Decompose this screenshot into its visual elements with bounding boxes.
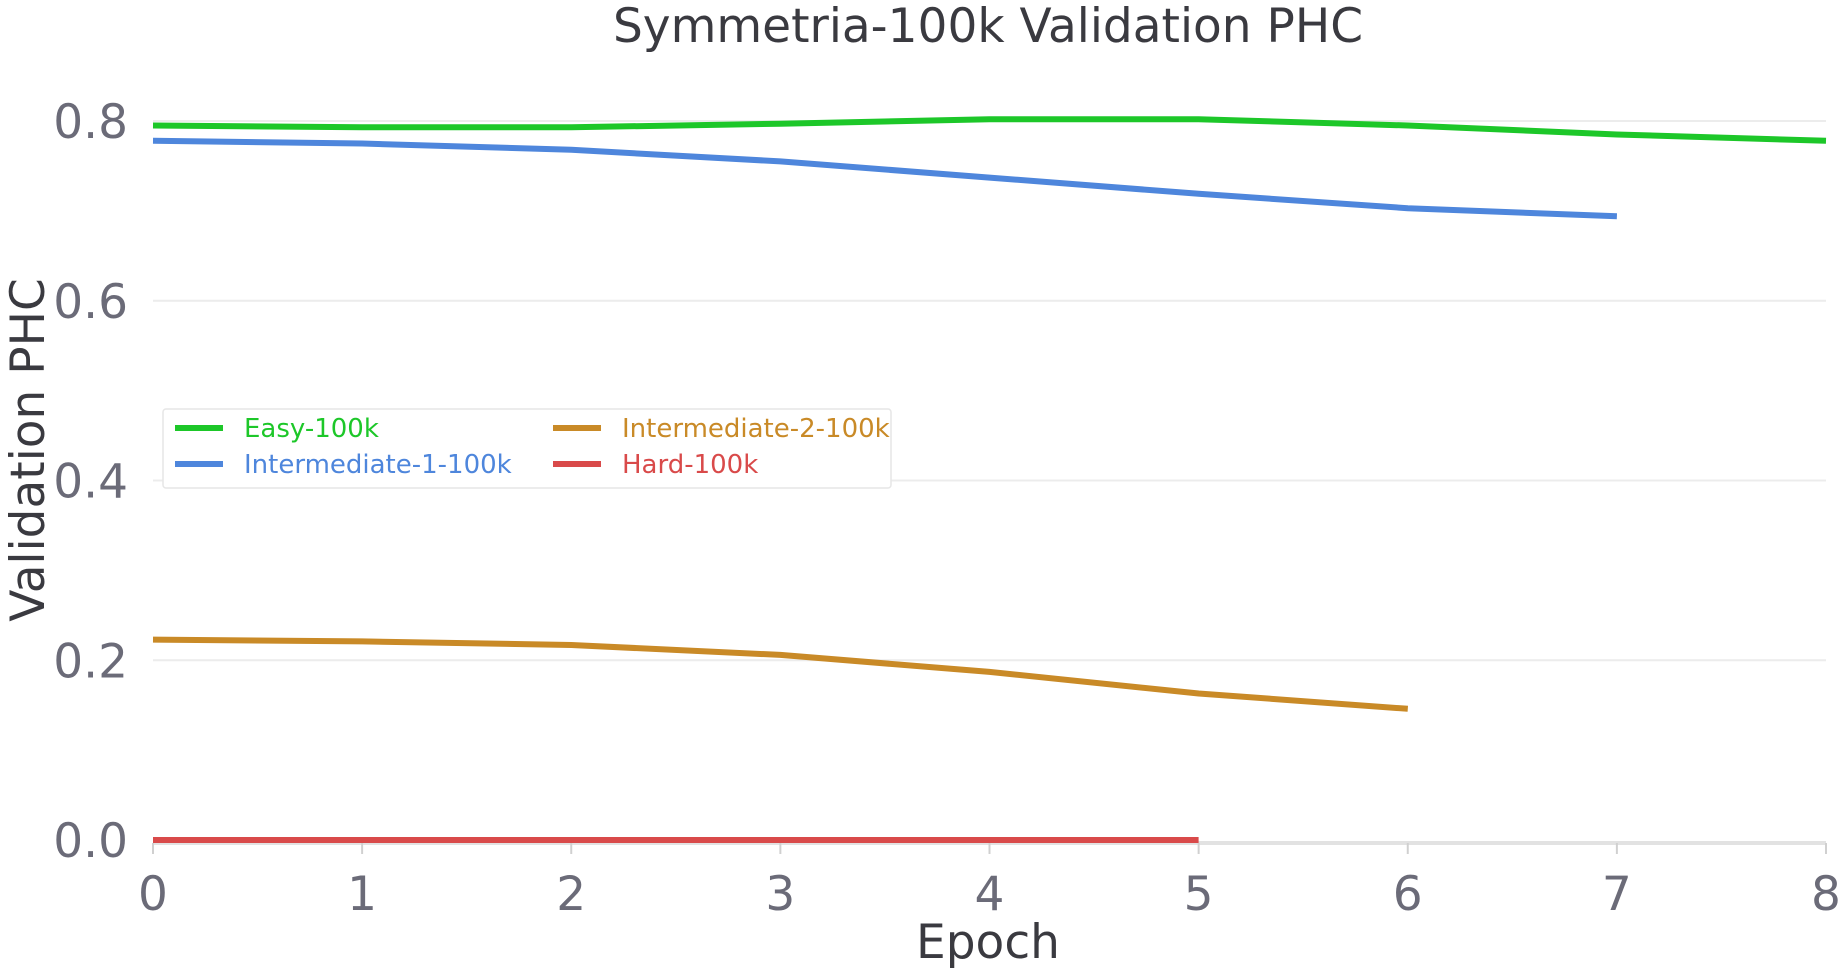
gridlines — [153, 120, 1826, 662]
y-tick-label: 0.0 — [53, 814, 128, 869]
legend-label-hard-100k: Hard-100k — [622, 450, 758, 480]
x-axis-label: Epoch — [916, 915, 1060, 970]
legend: Easy-100k Intermediate-1-100k Intermediate… — [162, 408, 892, 489]
x-tick-label: 6 — [1393, 867, 1423, 922]
legend-label-intermediate-1-100k: Intermediate-1-100k — [244, 450, 512, 480]
axes: 0.0 0.2 0.4 0.6 0.8 0 1 2 3 4 5 6 7 8 — [53, 95, 1841, 922]
chart-title: Symmetria-100k Validation PHC — [613, 0, 1363, 54]
x-tick-label: 8 — [1811, 867, 1841, 922]
y-tick-label: 0.6 — [53, 275, 128, 330]
series-line-easy-100k — [152, 116, 1827, 144]
x-tick-label: 7 — [1602, 867, 1632, 922]
x-tick-label: 3 — [765, 867, 795, 922]
legend-label-intermediate-2-100k: Intermediate-2-100k — [622, 414, 890, 444]
x-tick-label: 4 — [975, 867, 1005, 922]
x-tick-label: 2 — [556, 867, 586, 922]
series-line-intermediate-1-100k — [152, 137, 1618, 220]
x-tick-label: 5 — [1184, 867, 1214, 922]
x-tick-label: 1 — [347, 867, 377, 922]
legend-label-easy-100k: Easy-100k — [244, 414, 379, 444]
legend-box — [162, 408, 892, 489]
series-line-intermediate-2-100k — [152, 636, 1409, 712]
y-tick-label: 0.2 — [53, 634, 128, 689]
y-axis-label: Validation PHC — [1, 278, 56, 622]
series-lines — [152, 116, 1827, 843]
x-tick-label: 0 — [138, 867, 168, 922]
y-tick-label: 0.4 — [53, 455, 128, 510]
y-tick-label: 0.8 — [53, 95, 128, 150]
